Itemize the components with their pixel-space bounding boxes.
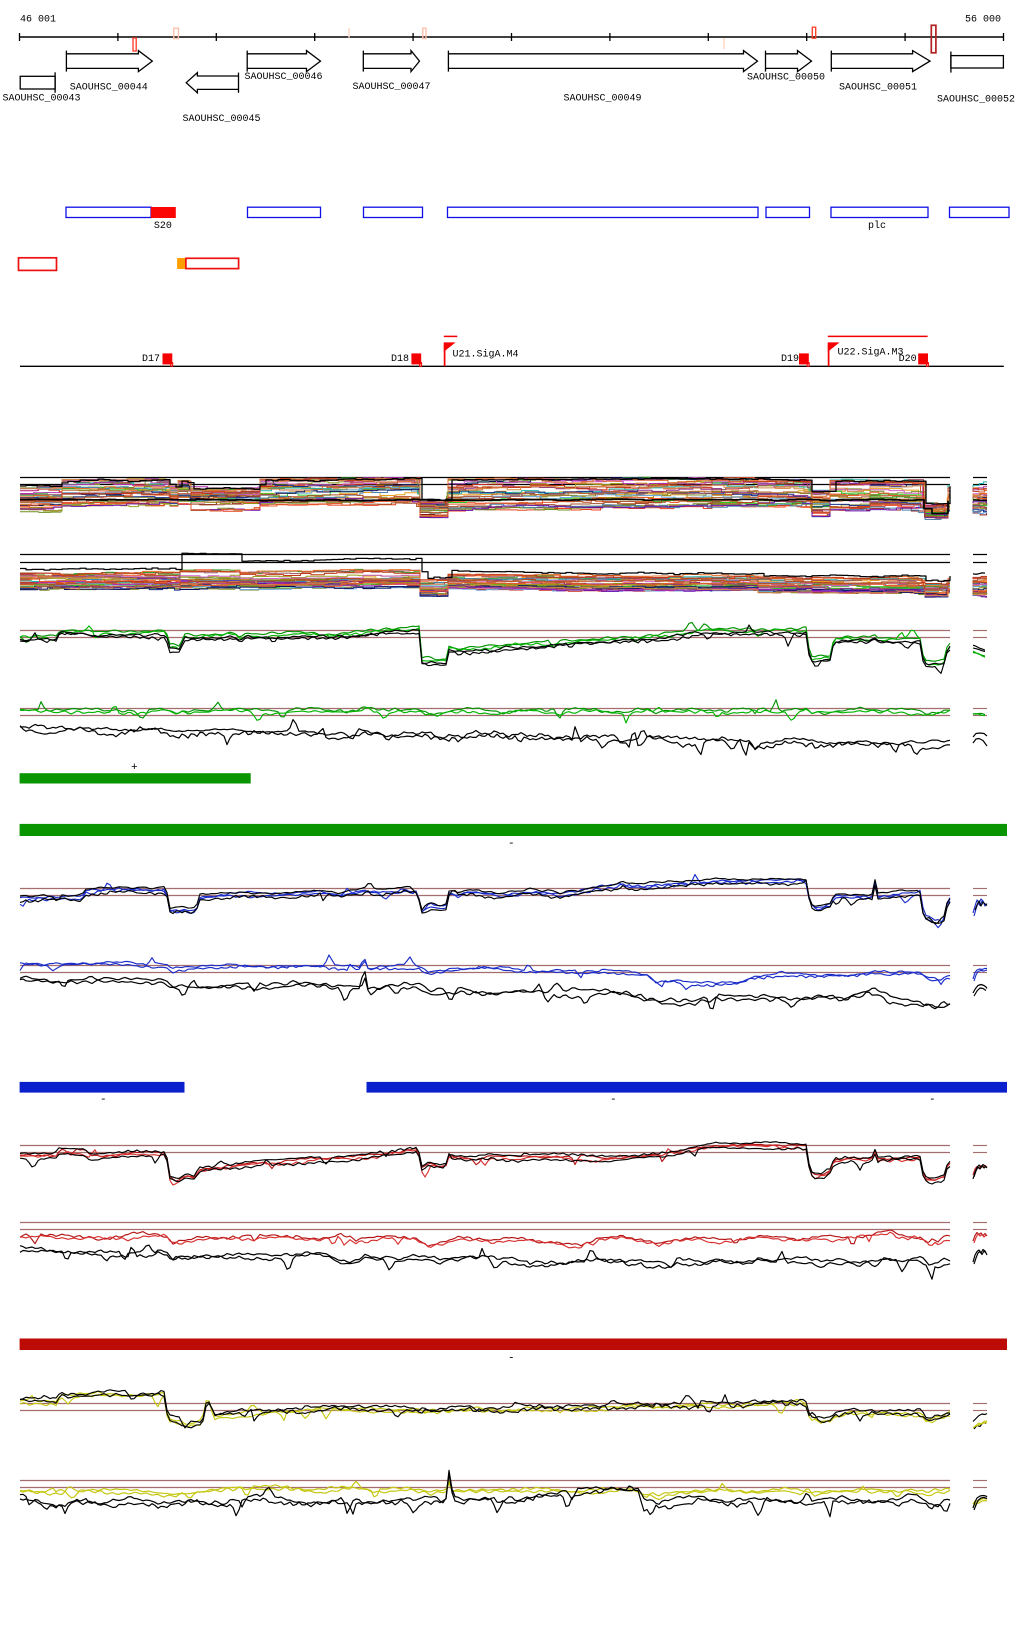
svg-text:SAOUHSC_00051: SAOUHSC_00051 [839, 83, 917, 94]
svg-text:+: + [131, 762, 138, 774]
svg-text:-: - [508, 1353, 515, 1365]
svg-text:SAOUHSC_00052: SAOUHSC_00052 [937, 95, 1015, 106]
svg-text:-: - [508, 838, 515, 850]
svg-text:56 000: 56 000 [965, 15, 1001, 26]
svg-text:SAOUHSC_00044: SAOUHSC_00044 [70, 83, 148, 94]
svg-text:-: - [929, 1094, 936, 1106]
svg-text:D20: D20 [899, 354, 917, 365]
svg-text:-: - [610, 1094, 617, 1106]
svg-text:SAOUHSC_00045: SAOUHSC_00045 [183, 114, 261, 125]
svg-text:SAOUHSC_00050: SAOUHSC_00050 [747, 73, 825, 84]
svg-text:D17: D17 [142, 354, 160, 365]
svg-text:46 001: 46 001 [20, 15, 56, 26]
svg-text:SAOUHSC_00049: SAOUHSC_00049 [564, 94, 642, 105]
svg-text:SAOUHSC_00046: SAOUHSC_00046 [245, 72, 323, 83]
svg-text:S20: S20 [154, 221, 172, 232]
svg-text:SAOUHSC_00043: SAOUHSC_00043 [3, 94, 81, 105]
svg-text:U21.SigA.M4: U21.SigA.M4 [453, 349, 519, 361]
svg-text:SAOUHSC_00047: SAOUHSC_00047 [353, 82, 431, 93]
svg-text:U22.SigA.M3: U22.SigA.M3 [838, 347, 904, 359]
svg-text:-: - [100, 1094, 107, 1106]
svg-text:D19: D19 [781, 354, 799, 365]
svg-text:plc: plc [868, 220, 886, 232]
svg-text:D18: D18 [391, 354, 409, 365]
